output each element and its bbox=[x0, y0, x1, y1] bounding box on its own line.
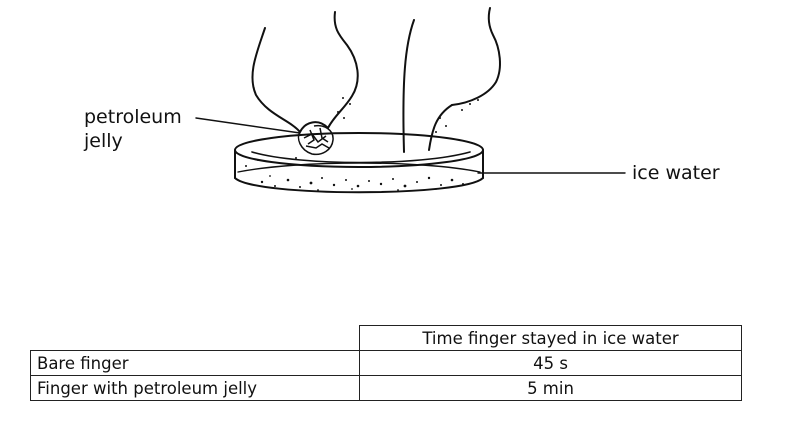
results-table: Time finger stayed in ice water Bare fin… bbox=[30, 325, 742, 401]
row-label-bare-finger: Bare finger bbox=[30, 350, 360, 376]
table-header-time: Time finger stayed in ice water bbox=[359, 325, 742, 351]
dish-of-ice-water bbox=[234, 132, 484, 194]
row-label-petroleum-jelly-finger: Finger with petroleum jelly bbox=[30, 375, 360, 401]
table-row: Finger with petroleum jelly 5 min bbox=[30, 375, 742, 401]
table-corner-cell bbox=[30, 325, 360, 351]
petroleum-jelly-label-line2: jelly bbox=[84, 130, 123, 152]
ice-water-label: ice water bbox=[632, 162, 720, 184]
table-row: Bare finger 45 s bbox=[30, 350, 742, 376]
stipple-dots bbox=[245, 97, 479, 191]
row-value-bare-finger: 45 s bbox=[359, 350, 742, 376]
dish-bottom bbox=[234, 177, 484, 194]
petroleum-jelly-leader-line bbox=[195, 117, 301, 134]
petroleum-jelly-label-line1: petroleum bbox=[84, 106, 182, 128]
dish-rim-inner bbox=[251, 151, 471, 164]
right-hand-finger-right bbox=[428, 104, 453, 151]
left-hand-outline bbox=[251, 11, 359, 133]
right-hand-finger bbox=[402, 19, 415, 153]
water-surface bbox=[237, 162, 481, 173]
right-hand-outline bbox=[451, 7, 501, 106]
petroleum-jelly-blob bbox=[297, 124, 334, 156]
row-value-petroleum-jelly-finger: 5 min bbox=[359, 375, 742, 401]
table-header-row: Time finger stayed in ice water bbox=[30, 325, 742, 351]
